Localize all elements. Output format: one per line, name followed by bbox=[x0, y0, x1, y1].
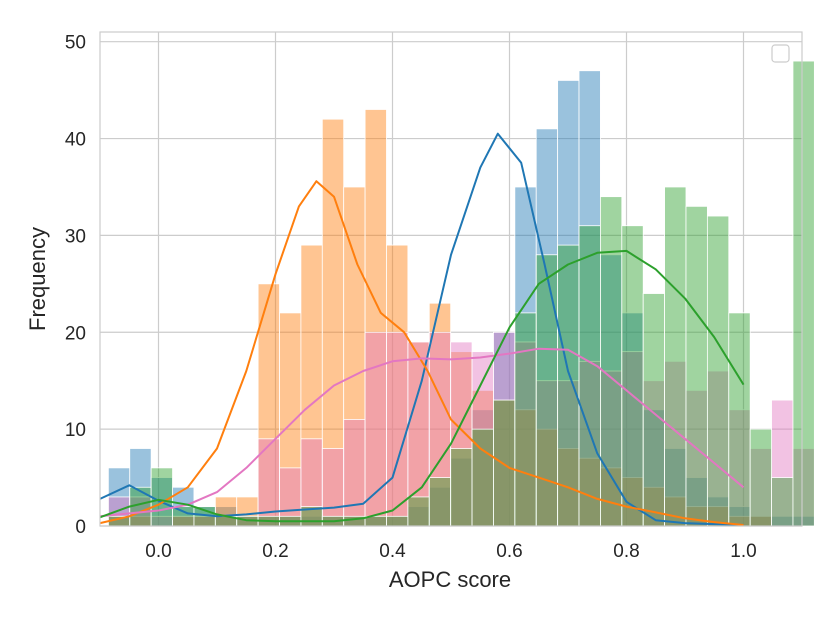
hist-bar bbox=[150, 467, 173, 527]
legend-box bbox=[771, 44, 790, 63]
hist-bar bbox=[450, 448, 473, 527]
hist-bar bbox=[728, 312, 751, 527]
series-3-bars bbox=[107, 60, 815, 527]
kde-curves bbox=[99, 132, 745, 526]
series-2-bars bbox=[107, 331, 815, 527]
hist-bar bbox=[514, 312, 537, 527]
hist-bar bbox=[172, 506, 195, 527]
hist-bar bbox=[621, 225, 644, 527]
y-ticks: 0 10 20 30 40 50 bbox=[65, 33, 86, 538]
hist-bar bbox=[749, 428, 772, 527]
hist-bar bbox=[364, 331, 387, 527]
x-tick-label: 0.2 bbox=[262, 541, 288, 562]
hist-bar bbox=[343, 419, 366, 527]
x-tick-label: 0.6 bbox=[496, 541, 522, 562]
y-tick-label: 10 bbox=[65, 420, 86, 441]
x-tick-label: 0.4 bbox=[379, 541, 406, 562]
y-tick-label: 50 bbox=[65, 33, 86, 54]
hist-bar bbox=[706, 215, 730, 527]
kde-line-2 bbox=[99, 347, 745, 518]
kde-line-1 bbox=[99, 180, 744, 526]
x-tick-label: 1.0 bbox=[730, 541, 756, 562]
hist-bar bbox=[685, 205, 708, 527]
hist-bar bbox=[578, 225, 601, 527]
hist-bar bbox=[557, 244, 580, 527]
x-ticks: 0.0 0.2 0.4 0.6 0.8 1.0 bbox=[145, 541, 756, 562]
hist-bar bbox=[386, 515, 409, 527]
plot-frame bbox=[99, 31, 803, 527]
kde-line-0 bbox=[99, 132, 744, 526]
hist-bar bbox=[428, 477, 452, 527]
hist-bar bbox=[642, 293, 665, 527]
hist-bar bbox=[493, 399, 516, 527]
hist-bar bbox=[771, 477, 794, 527]
y-tick-label: 30 bbox=[65, 226, 86, 247]
hist-bar bbox=[407, 496, 430, 527]
hist-bar bbox=[664, 186, 687, 527]
x-tick-label: 0.8 bbox=[613, 541, 639, 562]
histogram-bars bbox=[107, 60, 815, 527]
kde-line-3 bbox=[99, 249, 745, 523]
x-axis-label: AOPC score bbox=[389, 567, 511, 592]
hist-bar bbox=[792, 60, 815, 527]
hist-bar bbox=[321, 448, 345, 527]
x-tick-label: 0.0 bbox=[145, 541, 171, 562]
hist-bar bbox=[535, 254, 559, 527]
series-0-bars bbox=[107, 70, 815, 527]
y-tick-label: 40 bbox=[65, 130, 86, 151]
y-axis-label: Frequency bbox=[25, 227, 50, 331]
y-tick-label: 20 bbox=[65, 323, 86, 344]
y-tick-label: 0 bbox=[75, 517, 86, 538]
